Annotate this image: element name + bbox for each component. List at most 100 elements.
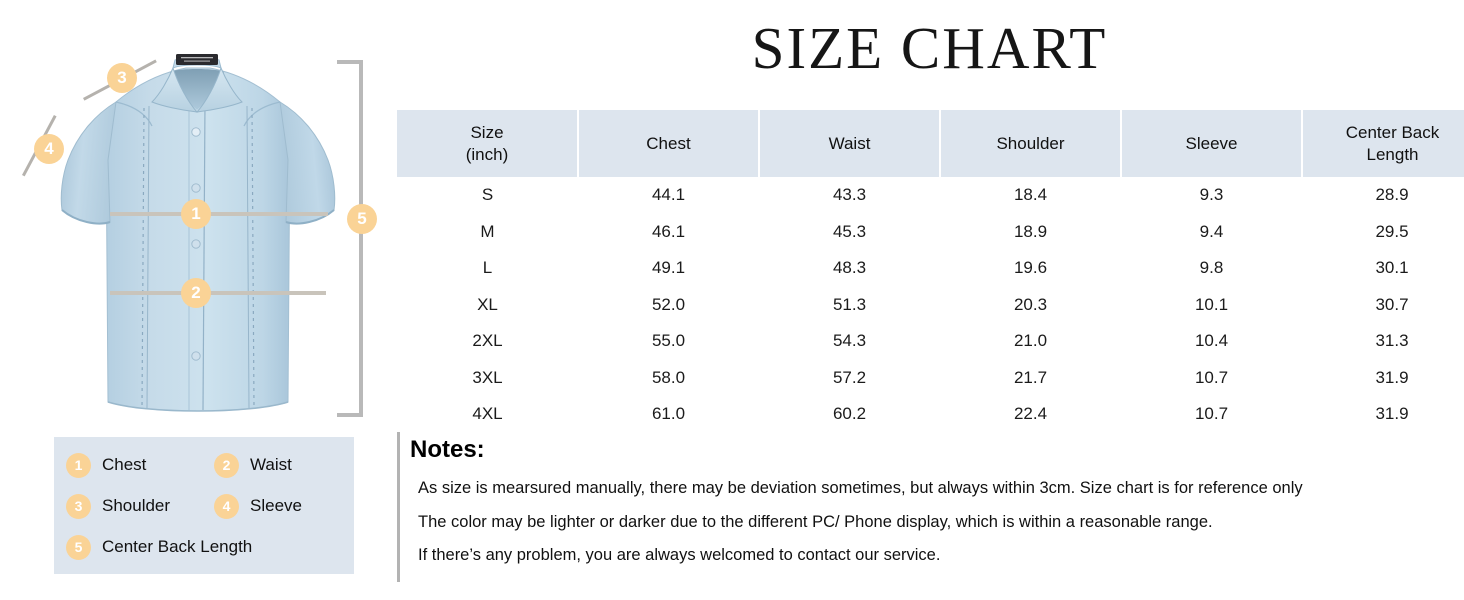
embroidery-left xyxy=(141,107,145,409)
shoulder-seam-left xyxy=(115,101,153,127)
cell-shoulder: 21.7 xyxy=(940,359,1121,396)
waist-guide-line-right xyxy=(203,291,326,295)
cell-size: S xyxy=(397,177,578,214)
embroidery-right xyxy=(251,107,255,409)
collar-left xyxy=(151,66,199,113)
size-chart-table: Size (inch) Chest Waist Shoulder Sleeve … xyxy=(397,110,1464,433)
cell-shoulder: 21.0 xyxy=(940,323,1121,360)
column-header-chest: Chest xyxy=(578,110,760,177)
cell-chest: 61.0 xyxy=(578,396,759,433)
cell-chest: 49.1 xyxy=(578,250,759,287)
cell-shoulder: 18.4 xyxy=(940,177,1121,214)
cell-size: XL xyxy=(397,286,578,323)
embroidery-left-edge xyxy=(146,105,150,409)
cell-chest: 55.0 xyxy=(578,323,759,360)
legend-number-icon-2: 2 xyxy=(214,452,239,478)
bottom-hem xyxy=(107,401,289,412)
column-header-cbl-line2: Length xyxy=(1366,144,1419,164)
page-title: SIZE CHART xyxy=(751,15,1108,81)
cell-sleeve: 9.8 xyxy=(1121,250,1302,287)
table-row: L 49.1 48.3 19.6 9.8 30.1 xyxy=(397,250,1464,287)
cell-center-back-length: 31.9 xyxy=(1302,396,1464,433)
shirt-illustration-svg xyxy=(60,54,336,412)
center-back-length-bracket xyxy=(337,60,363,417)
cell-shoulder: 22.4 xyxy=(940,396,1121,433)
column-header-sleeve: Sleeve xyxy=(1121,110,1303,177)
legend-label-waist: Waist xyxy=(250,455,292,474)
legend-item-chest: 1 Chest xyxy=(66,451,146,479)
measurement-legend: 1 Chest 2 Waist 3 Shoulder 4 Sleeve 5 Ce… xyxy=(54,437,354,574)
cell-size: 2XL xyxy=(397,323,578,360)
cell-center-back-length: 30.7 xyxy=(1302,286,1464,323)
size-chart-panel: SIZE CHART Size (inch) Chest Waist Shoul… xyxy=(395,0,1464,600)
cell-shoulder: 18.9 xyxy=(940,213,1121,250)
cell-sleeve: 10.7 xyxy=(1121,396,1302,433)
cell-sleeve: 10.1 xyxy=(1121,286,1302,323)
legend-label-chest: Chest xyxy=(102,455,147,474)
shirt-sleeve-right xyxy=(279,101,336,224)
column-header-shoulder: Shoulder xyxy=(940,110,1122,177)
cell-waist: 54.3 xyxy=(759,323,940,360)
legend-number-icon-4: 4 xyxy=(214,493,239,519)
table-row: S 44.1 43.3 18.4 9.3 28.9 xyxy=(397,177,1464,214)
cell-sleeve: 10.4 xyxy=(1121,323,1302,360)
cell-size: M xyxy=(397,213,578,250)
legend-item-waist: 2 Waist xyxy=(214,451,292,479)
table-row: 2XL 55.0 54.3 21.0 10.4 31.3 xyxy=(397,323,1464,360)
cell-waist: 48.3 xyxy=(759,250,940,287)
center-back-length-marker: 5 xyxy=(347,204,377,234)
legend-label-center-back-length: Center Back Length xyxy=(102,537,253,556)
table-row: M 46.1 45.3 18.9 9.4 29.5 xyxy=(397,213,1464,250)
cell-sleeve: 9.4 xyxy=(1121,213,1302,250)
cell-center-back-length: 31.3 xyxy=(1302,323,1464,360)
shoulder-marker: 3 xyxy=(107,63,137,93)
embroidery-right-edge xyxy=(246,105,250,409)
cell-chest: 44.1 xyxy=(578,177,759,214)
table-row: 3XL 58.0 57.2 21.7 10.7 31.9 xyxy=(397,359,1464,396)
cell-center-back-length: 30.1 xyxy=(1302,250,1464,287)
cell-shoulder: 19.6 xyxy=(940,250,1121,287)
cell-size: 4XL xyxy=(397,396,578,433)
cell-waist: 43.3 xyxy=(759,177,940,214)
column-header-size-line2: (inch) xyxy=(465,144,509,164)
chest-guide-line-right xyxy=(203,212,328,216)
brand-label-text-1 xyxy=(181,57,213,59)
cell-shoulder: 20.3 xyxy=(940,286,1121,323)
table-body: S 44.1 43.3 18.4 9.3 28.9 M 46.1 45.3 18.9 9.4 29.5… xyxy=(397,177,1464,433)
legend-item-shoulder: 3 Shoulder xyxy=(66,492,170,520)
table-row: 4XL 61.0 60.2 22.4 10.7 31.9 xyxy=(397,396,1464,433)
legend-item-center-back-length: 5 Center Back Length xyxy=(66,533,252,561)
button-1 xyxy=(191,127,201,137)
placket-edge-right xyxy=(202,101,206,411)
sleeve-marker: 4 xyxy=(34,134,64,164)
column-header-size: Size (inch) xyxy=(397,110,579,177)
legend-label-sleeve: Sleeve xyxy=(250,496,302,515)
cell-center-back-length: 29.5 xyxy=(1302,213,1464,250)
button-3 xyxy=(191,239,201,249)
cell-waist: 45.3 xyxy=(759,213,940,250)
cell-waist: 60.2 xyxy=(759,396,940,433)
table-row: XL 52.0 51.3 20.3 10.1 30.7 xyxy=(397,286,1464,323)
shirt-sleeve-left xyxy=(60,101,117,224)
note-line-3: If there’s any problem, you are always w… xyxy=(418,546,941,564)
table-header-row: Size (inch) Chest Waist Shoulder Sleeve … xyxy=(397,110,1464,177)
cell-size: 3XL xyxy=(397,359,578,396)
table-header: Size (inch) Chest Waist Shoulder Sleeve … xyxy=(397,110,1464,177)
cell-waist: 57.2 xyxy=(759,359,940,396)
chest-marker: 1 xyxy=(181,199,211,229)
shoulder-seam-right xyxy=(243,101,281,127)
cell-chest: 58.0 xyxy=(578,359,759,396)
button-2 xyxy=(191,183,201,193)
cell-size: L xyxy=(397,250,578,287)
column-header-size-line1: Size xyxy=(470,123,504,143)
column-header-waist: Waist xyxy=(759,110,941,177)
brand-label-text-2 xyxy=(184,60,210,62)
cell-sleeve: 10.7 xyxy=(1121,359,1302,396)
legend-number-icon-3: 3 xyxy=(66,493,91,519)
sleeve-hem-right xyxy=(285,209,335,225)
waist-marker: 2 xyxy=(181,278,211,308)
column-header-cbl-line1: Center Back xyxy=(1345,123,1440,143)
cell-chest: 46.1 xyxy=(578,213,759,250)
sleeve-hem-left xyxy=(61,209,111,225)
cell-sleeve: 9.3 xyxy=(1121,177,1302,214)
